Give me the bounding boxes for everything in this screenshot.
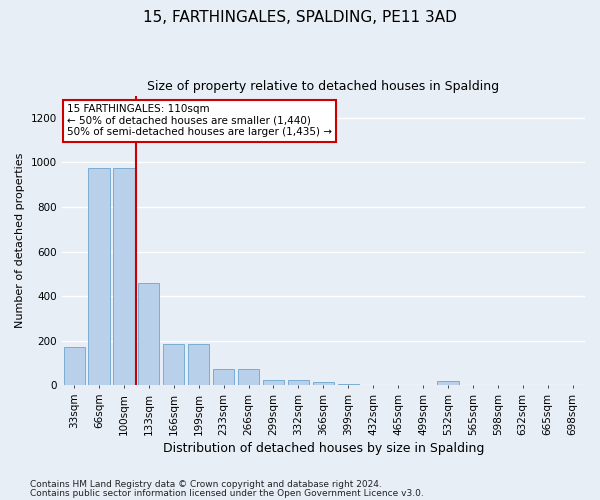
Bar bbox=[313, 382, 334, 386]
Bar bbox=[238, 368, 259, 386]
Bar bbox=[288, 380, 309, 386]
Bar bbox=[188, 344, 209, 386]
Bar bbox=[138, 283, 160, 386]
Title: Size of property relative to detached houses in Spalding: Size of property relative to detached ho… bbox=[147, 80, 499, 93]
Text: 15, FARTHINGALES, SPALDING, PE11 3AD: 15, FARTHINGALES, SPALDING, PE11 3AD bbox=[143, 10, 457, 25]
Text: 15 FARTHINGALES: 110sqm
← 50% of detached houses are smaller (1,440)
50% of semi: 15 FARTHINGALES: 110sqm ← 50% of detache… bbox=[67, 104, 332, 138]
Text: Contains HM Land Registry data © Crown copyright and database right 2024.: Contains HM Land Registry data © Crown c… bbox=[30, 480, 382, 489]
Bar bbox=[338, 384, 359, 386]
Bar bbox=[213, 368, 234, 386]
Y-axis label: Number of detached properties: Number of detached properties bbox=[15, 152, 25, 328]
Bar bbox=[113, 168, 134, 386]
Bar bbox=[263, 380, 284, 386]
Bar bbox=[88, 168, 110, 386]
X-axis label: Distribution of detached houses by size in Spalding: Distribution of detached houses by size … bbox=[163, 442, 484, 455]
Bar bbox=[64, 348, 85, 386]
Bar bbox=[163, 344, 184, 386]
Text: Contains public sector information licensed under the Open Government Licence v3: Contains public sector information licen… bbox=[30, 488, 424, 498]
Bar bbox=[437, 382, 458, 386]
